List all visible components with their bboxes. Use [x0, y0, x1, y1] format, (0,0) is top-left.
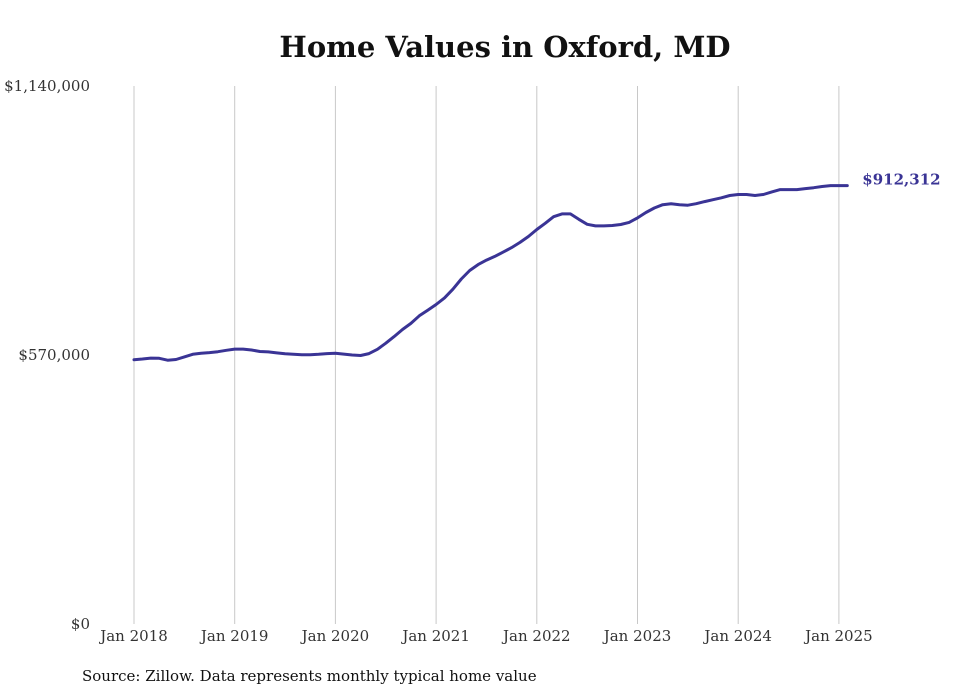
x-tick-label: Jan 2025	[803, 627, 873, 645]
series-group	[132, 184, 849, 362]
x-tick-label: Jan 2021	[400, 627, 470, 645]
y-axis-labels: $0 $570,000 $1,140,000	[4, 77, 90, 633]
source-note: Source: Zillow. Data represents monthly …	[82, 667, 537, 685]
chart-title: Home Values in Oxford, MD	[279, 30, 731, 64]
y-tick-label: $1,140,000	[4, 77, 90, 95]
x-tick-label: Jan 2018	[98, 627, 168, 645]
x-tick-label: Jan 2019	[199, 627, 269, 645]
y-tick-label: $570,000	[18, 346, 90, 364]
x-axis-labels: Jan 2018 Jan 2019 Jan 2020 Jan 2021 Jan 2022…	[98, 627, 872, 645]
x-tick-label: Jan 2020	[300, 627, 370, 645]
end-value-label: $912,312	[862, 171, 940, 189]
x-tick-label: Jan 2024	[702, 627, 772, 645]
series-line	[132, 184, 849, 362]
x-tick-label: Jan 2023	[602, 627, 672, 645]
x-tick-label: Jan 2022	[501, 627, 571, 645]
gridlines	[133, 86, 840, 624]
y-tick-label: $0	[71, 615, 90, 633]
